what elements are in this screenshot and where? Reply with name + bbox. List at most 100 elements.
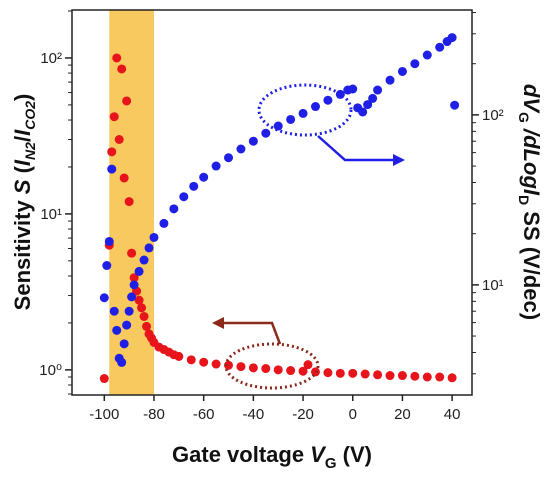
data-point: [122, 96, 132, 106]
y-axis-label: Sensitivity S (IN2/ICO2): [10, 94, 38, 311]
data-point: [298, 108, 308, 118]
data-point: [236, 144, 246, 154]
y-tick-label: 10¹: [40, 206, 62, 223]
data-point: [179, 192, 189, 202]
y2-tick-label: 10¹: [482, 277, 504, 294]
data-point: [368, 93, 378, 103]
data-point: [137, 303, 147, 313]
x-tick-label: -40: [243, 406, 265, 423]
y2-tick-label: 10²: [482, 107, 504, 124]
data-point: [139, 311, 149, 321]
data-point: [107, 147, 117, 157]
data-point: [397, 66, 407, 76]
data-point: [422, 372, 432, 382]
data-point: [129, 280, 139, 290]
y-tick-label: 10²: [40, 50, 62, 67]
data-point: [450, 100, 460, 110]
data-point: [117, 64, 127, 74]
data-point: [348, 84, 358, 94]
data-point: [112, 53, 122, 63]
data-point: [104, 236, 114, 246]
data-point: [149, 232, 159, 242]
data-point: [435, 42, 445, 52]
data-point: [99, 374, 109, 384]
data-point: [124, 306, 134, 316]
data-point: [248, 363, 258, 373]
data-point: [99, 293, 109, 303]
data-point: [211, 161, 221, 171]
data-point: [373, 85, 383, 95]
data-point: [323, 95, 333, 105]
annotation-ellipse: [257, 83, 353, 137]
data-point: [159, 218, 169, 228]
data-point: [189, 181, 199, 191]
data-point: [358, 107, 368, 117]
data-point: [261, 364, 271, 374]
y-tick-label: 10⁰: [39, 362, 62, 379]
data-point: [385, 371, 395, 381]
annotation-ellipse: [224, 342, 320, 390]
x-tick-label: 20: [394, 406, 411, 423]
annotation-arrowhead: [212, 317, 224, 329]
data-point: [199, 357, 209, 367]
data-point: [117, 357, 127, 367]
data-point: [410, 59, 420, 69]
data-point: [335, 368, 345, 378]
data-point: [373, 370, 383, 380]
data-point: [127, 248, 137, 258]
data-point: [122, 320, 132, 330]
data-point: [323, 368, 333, 378]
data-point: [447, 373, 457, 383]
data-point: [286, 366, 296, 376]
data-point: [363, 100, 373, 110]
data-point: [273, 121, 283, 131]
plot-frame: [71, 9, 473, 396]
data-point: [144, 243, 154, 253]
x-tick-label: -80: [143, 406, 165, 423]
data-point: [261, 128, 271, 138]
plot-area: -100 -80 -60 -40 -20 0 20 40 10⁰ 10¹ 10² 10¹ 10²: [39, 9, 504, 423]
data-point: [224, 360, 234, 370]
data-point: [236, 362, 246, 372]
data-point: [114, 135, 124, 145]
data-point: [310, 102, 320, 112]
data-point: [298, 366, 308, 376]
data-point: [134, 266, 144, 276]
data-point: [286, 114, 296, 124]
data-point: [109, 112, 119, 122]
x-axis-label: Gate voltage VG (V): [172, 442, 372, 472]
data-point: [385, 75, 395, 85]
data-point: [186, 355, 196, 365]
data-point: [422, 50, 432, 60]
y2-axis-label: dVG /dLogID SS (V/dec): [516, 84, 544, 320]
annotation-arrowhead: [393, 154, 405, 166]
data-point: [199, 172, 209, 182]
data-point: [174, 351, 184, 361]
data-point: [248, 136, 258, 146]
data-point: [397, 371, 407, 381]
x-tick-label: -60: [193, 406, 215, 423]
x-tick-label: -100: [89, 406, 119, 423]
data-point: [139, 255, 149, 265]
data-point: [211, 359, 221, 369]
data-point: [107, 164, 117, 174]
x-tick-label: 0: [349, 406, 357, 423]
data-point: [435, 372, 445, 382]
data-point: [119, 339, 129, 349]
data-point: [273, 365, 283, 375]
data-point: [360, 369, 370, 379]
data-point: [447, 33, 457, 43]
annotation-arrow: [222, 321, 282, 345]
x-tick-label: 40: [444, 406, 461, 423]
data-point: [124, 197, 134, 207]
data-point: [127, 292, 137, 302]
data-point: [410, 371, 420, 381]
data-point: [348, 368, 358, 378]
data-point: [109, 306, 119, 316]
data-point: [224, 153, 234, 163]
annotation-arrow: [317, 135, 395, 162]
data-point: [303, 360, 313, 370]
data-point: [134, 295, 144, 305]
